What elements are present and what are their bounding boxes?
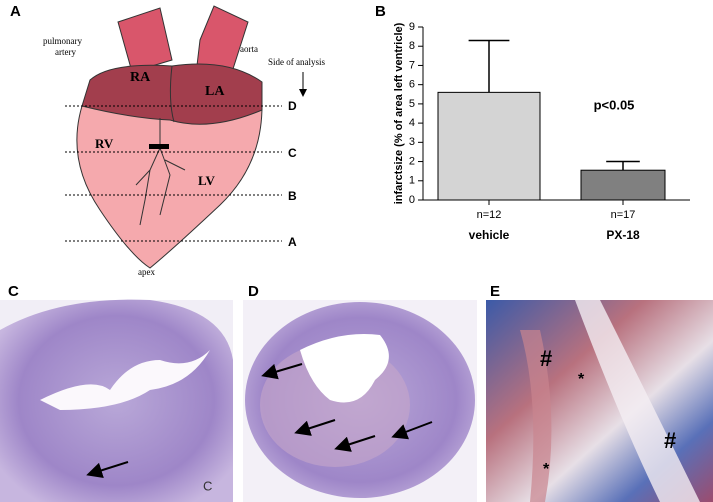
label: artery	[55, 47, 76, 57]
stamp: C	[203, 478, 212, 493]
label: apex	[138, 267, 155, 277]
level-label: B	[288, 189, 297, 203]
level-label: A	[288, 235, 297, 249]
chamber: LV	[198, 173, 215, 188]
y-tick-label: 3	[409, 136, 415, 148]
fiber	[520, 330, 552, 502]
level-label: C	[288, 146, 297, 160]
chamber: RA	[130, 70, 151, 85]
mark: #	[664, 428, 676, 453]
y-tick-label: 0	[409, 194, 415, 206]
y-tick-label: 9	[409, 21, 415, 33]
arrow	[294, 419, 336, 436]
level-label: D	[288, 99, 297, 113]
label: aorta	[240, 44, 258, 54]
y-tick-label: 4	[409, 117, 415, 129]
bar	[580, 169, 666, 201]
label: Side of analysis	[268, 57, 325, 67]
panel-label: C	[8, 283, 19, 300]
histology: C D E C # * * #	[0, 283, 713, 502]
heart-diagram: A pulmonary artery aorta Side of analysi…	[10, 3, 325, 277]
coronary	[135, 118, 186, 226]
n-label: n=12	[477, 209, 502, 221]
fiber	[575, 300, 700, 502]
lumen	[40, 350, 210, 410]
arrow	[261, 363, 303, 380]
y-tick-label: 1	[409, 175, 415, 187]
bar	[437, 91, 541, 201]
mark: *	[578, 371, 585, 388]
panel-label: B	[375, 3, 386, 20]
n-label: n=17	[611, 209, 636, 221]
y-tick-label: 6	[409, 79, 415, 91]
ventricles	[76, 105, 263, 269]
lumen	[300, 334, 389, 403]
pulmonary-artery-shape	[117, 7, 173, 73]
arrow	[334, 435, 376, 452]
x-tick-label: PX-18	[606, 228, 640, 242]
panel-label: A	[10, 3, 21, 20]
x-tick-label: vehicle	[469, 228, 510, 242]
panel-label: E	[490, 283, 500, 300]
y-tick-label: 7	[409, 59, 415, 71]
arrow	[391, 421, 433, 440]
mark: *	[543, 461, 550, 478]
atria	[81, 63, 263, 125]
mark: #	[540, 346, 552, 371]
chamber: LA	[205, 84, 225, 99]
label: pulmonary	[43, 36, 82, 46]
annotation: p<0.05	[594, 97, 635, 112]
y-tick-label: 8	[409, 40, 415, 52]
y-axis-label: infarctsize (% of area left ventricle)	[393, 22, 405, 204]
arrow	[86, 461, 129, 479]
y-tick-label: 5	[409, 98, 415, 110]
septum	[169, 65, 175, 123]
panel-label: D	[248, 283, 259, 300]
ligation	[149, 144, 169, 149]
y-tick-label: 2	[409, 155, 415, 167]
chamber: RV	[95, 136, 114, 151]
